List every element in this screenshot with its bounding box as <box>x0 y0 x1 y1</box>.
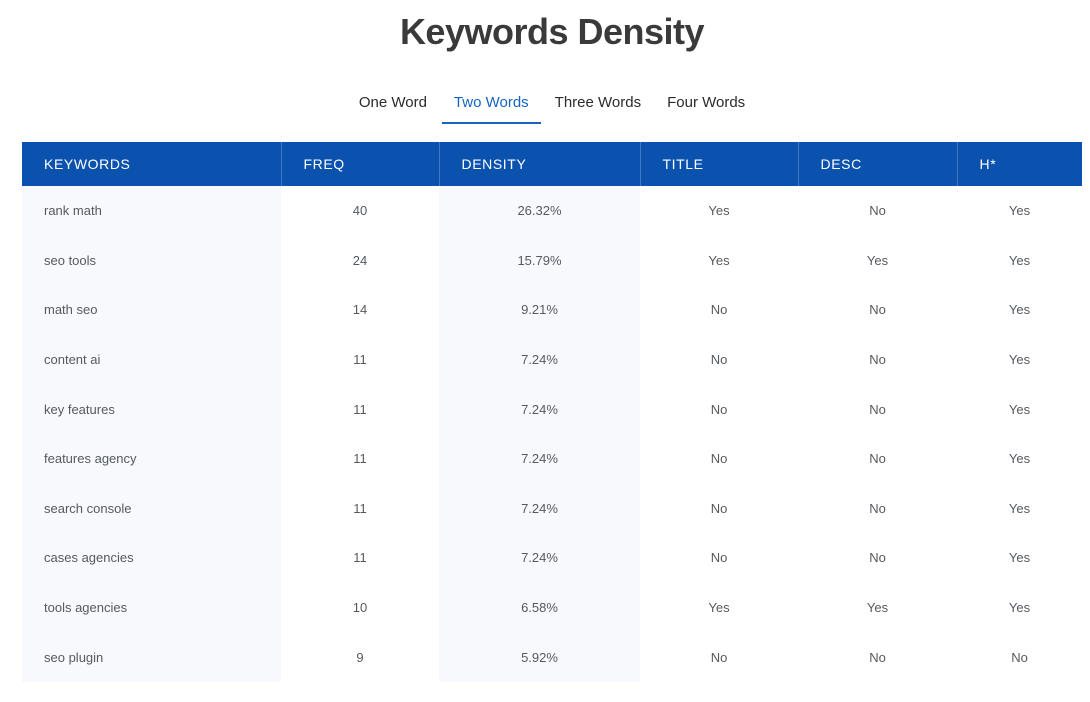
cell-density: 7.24% <box>439 334 640 385</box>
cell-density: 15.79% <box>439 235 640 286</box>
cell-desc: Yes <box>798 235 957 286</box>
table-row: math seo 14 9.21% No No Yes <box>22 285 1082 335</box>
table-row: features agency 11 7.24% No No Yes <box>22 433 1082 484</box>
cell-freq: 14 <box>281 285 439 335</box>
cell-density: 5.92% <box>439 632 640 682</box>
cell-density: 7.24% <box>439 384 640 434</box>
table-row: tools agencies 10 6.58% Yes Yes Yes <box>22 582 1082 633</box>
cell-desc: No <box>798 632 957 682</box>
cell-desc: Yes <box>798 582 957 633</box>
cell-h: Yes <box>957 384 1082 434</box>
cell-h: Yes <box>957 285 1082 335</box>
table-row: key features 11 7.24% No No Yes <box>22 384 1082 434</box>
cell-desc: No <box>798 285 957 335</box>
cell-keyword: key features <box>22 384 281 434</box>
cell-title: No <box>640 384 798 434</box>
cell-desc: No <box>798 384 957 434</box>
word-count-tabs: One Word Two Words Three Words Four Word… <box>0 86 1090 124</box>
table-row: search console 11 7.24% No No Yes <box>22 483 1082 534</box>
cell-desc: No <box>798 334 957 385</box>
cell-keyword: cases agencies <box>22 533 281 583</box>
tab-three-words[interactable]: Three Words <box>554 94 642 111</box>
page-title: Keywords Density <box>399 11 705 52</box>
cell-h: Yes <box>957 235 1082 286</box>
cell-keyword: content ai <box>22 334 281 385</box>
cell-freq: 11 <box>281 533 439 583</box>
cell-h: Yes <box>957 433 1082 484</box>
cell-keyword: rank math <box>22 186 281 236</box>
cell-density: 9.21% <box>439 285 640 335</box>
table-row: seo plugin 9 5.92% No No No <box>22 632 1082 682</box>
table-body: rank math 40 26.32% Yes No Yes seo tools 24 15.7… <box>22 186 1082 682</box>
cell-title: No <box>640 285 798 335</box>
header-h[interactable]: H* <box>957 142 1082 186</box>
cell-freq: 11 <box>281 334 439 385</box>
cell-h: Yes <box>957 483 1082 534</box>
header-desc[interactable]: DESC <box>798 142 958 186</box>
cell-freq: 24 <box>281 235 439 286</box>
tab-one-word[interactable]: One Word <box>358 94 427 111</box>
cell-freq: 11 <box>281 433 439 484</box>
table-row: content ai 11 7.24% No No Yes <box>22 334 1082 385</box>
cell-title: No <box>640 433 798 484</box>
cell-title: Yes <box>640 186 798 236</box>
table-row: seo tools 24 15.79% Yes Yes Yes <box>22 235 1082 286</box>
header-keywords[interactable]: KEYWORDS <box>22 142 282 186</box>
cell-h: Yes <box>957 533 1082 583</box>
cell-keyword: seo tools <box>22 235 281 286</box>
tab-two-words[interactable]: Two Words <box>441 86 541 124</box>
tab-four-words[interactable]: Four Words <box>667 94 746 111</box>
cell-desc: No <box>798 186 957 236</box>
cell-keyword: tools agencies <box>22 582 281 633</box>
cell-keyword: search console <box>22 483 281 534</box>
header-freq[interactable]: FREQ <box>281 142 440 186</box>
cell-freq: 9 <box>281 632 439 682</box>
cell-keyword: features agency <box>22 433 281 484</box>
cell-title: No <box>640 483 798 534</box>
cell-title: No <box>640 632 798 682</box>
cell-density: 7.24% <box>439 433 640 484</box>
cell-desc: No <box>798 433 957 484</box>
cell-h: Yes <box>957 582 1082 633</box>
cell-h: No <box>957 632 1082 682</box>
cell-title: No <box>640 533 798 583</box>
cell-h: Yes <box>957 334 1082 385</box>
cell-density: 6.58% <box>439 582 640 633</box>
cell-density: 7.24% <box>439 533 640 583</box>
cell-freq: 10 <box>281 582 439 633</box>
cell-freq: 11 <box>281 483 439 534</box>
cell-title: Yes <box>640 582 798 633</box>
table-row: cases agencies 11 7.24% No No Yes <box>22 533 1082 583</box>
cell-freq: 11 <box>281 384 439 434</box>
cell-title: Yes <box>640 235 798 286</box>
cell-density: 26.32% <box>439 186 640 236</box>
table-row: rank math 40 26.32% Yes No Yes <box>22 186 1082 236</box>
cell-keyword: seo plugin <box>22 632 281 682</box>
table-header-row: KEYWORDS FREQ DENSITY TITLE DESC H* <box>22 142 1082 186</box>
keywords-table-wrapper: KEYWORDS FREQ DENSITY TITLE DESC H* rank… <box>22 142 1082 682</box>
header-title[interactable]: TITLE <box>640 142 799 186</box>
cell-desc: No <box>798 533 957 583</box>
cell-density: 7.24% <box>439 483 640 534</box>
cell-freq: 40 <box>281 186 439 236</box>
cell-keyword: math seo <box>22 285 281 335</box>
keywords-table: KEYWORDS FREQ DENSITY TITLE DESC H* rank… <box>22 142 1082 682</box>
cell-title: No <box>640 334 798 385</box>
cell-h: Yes <box>957 186 1082 236</box>
cell-desc: No <box>798 483 957 534</box>
header-density[interactable]: DENSITY <box>439 142 641 186</box>
